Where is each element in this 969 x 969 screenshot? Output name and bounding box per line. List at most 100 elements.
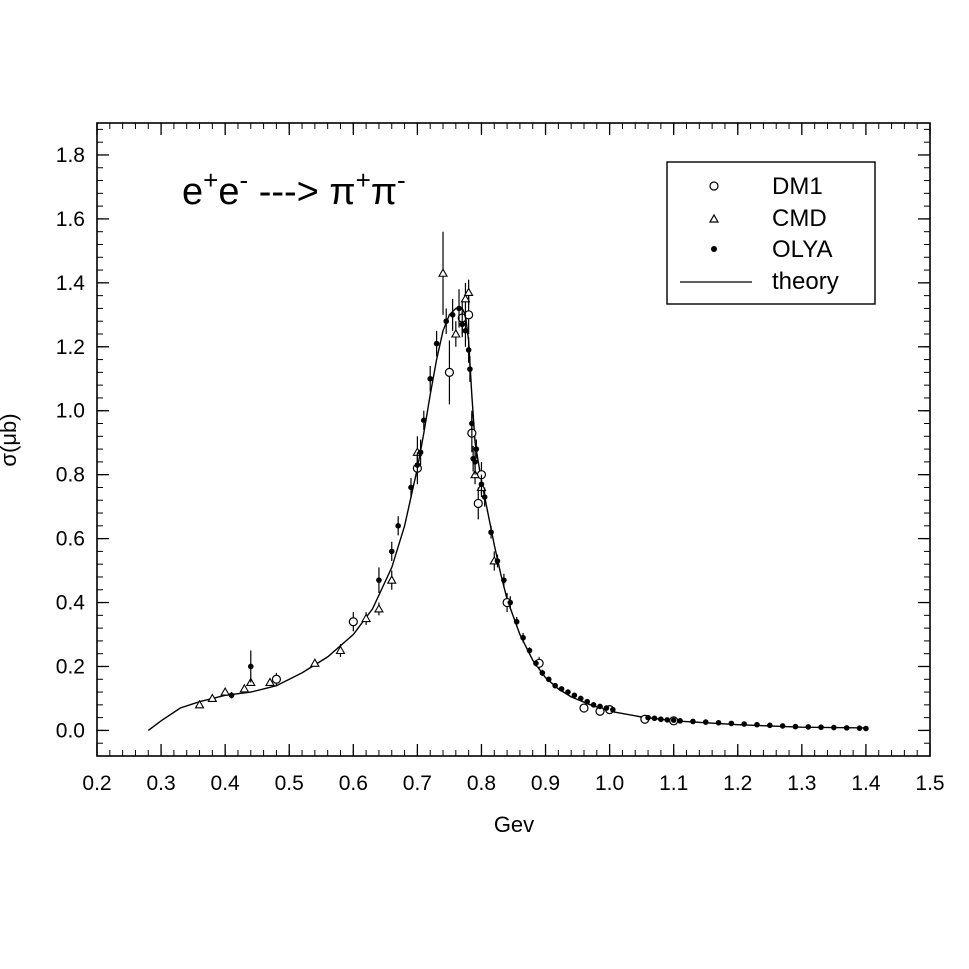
olya-marker [427, 375, 434, 382]
data-points [194, 231, 869, 732]
olya-point [376, 567, 382, 593]
olya-point [610, 706, 616, 713]
y-tick-label: 0.4 [56, 592, 86, 615]
olya-marker [526, 647, 533, 654]
olya-marker [728, 720, 735, 727]
legend-marker-dm1 [709, 181, 719, 191]
dm1-point [579, 703, 589, 713]
title-sup2: - [239, 165, 248, 195]
olya-point [513, 616, 520, 627]
cmd-marker [438, 268, 448, 277]
legend-box [666, 161, 876, 305]
olya-point [449, 298, 456, 331]
olya-marker [520, 634, 526, 641]
olya-point [494, 554, 501, 568]
olya-marker [414, 462, 421, 468]
olya-point [408, 477, 414, 498]
title-e2: e [218, 171, 239, 213]
x-tick-label: 0.5 [275, 772, 304, 795]
olya-marker [420, 417, 427, 424]
cmd-marker [194, 699, 205, 709]
dm1-marker [271, 674, 282, 684]
cmd-point [194, 699, 205, 709]
olya-marker [247, 663, 254, 670]
chart-title: e+e- ---> π+π- [182, 165, 406, 213]
olya-marker [469, 420, 475, 427]
legend-marker-cmd [708, 213, 720, 223]
olya-marker [501, 577, 507, 583]
y-axis-title: σ(μb) [0, 413, 21, 466]
olya-point [456, 289, 462, 328]
y-tick-label: 0.2 [56, 655, 85, 678]
olya-point [590, 702, 597, 708]
olya-point [417, 439, 424, 466]
theory-series [147, 307, 866, 731]
y-tick-label: 0.6 [56, 528, 85, 551]
olya-marker [818, 724, 824, 731]
olya-point [577, 695, 584, 702]
legend-label-olya: OLYA [772, 236, 832, 263]
x-axis: 0.2 0.3 0.4 0.5 0.6 0.7 0.8 0.9 1.0 1.1 1.2 1.3 1.4 1… [82, 123, 945, 795]
olya-marker [664, 717, 671, 723]
olya-marker [395, 523, 401, 529]
cmd-marker [265, 677, 275, 687]
cmd-marker [207, 693, 218, 703]
olya-point [478, 474, 485, 494]
olya-marker [805, 724, 812, 730]
x-tick-label: 0.4 [211, 772, 241, 795]
cmd-point [463, 279, 474, 306]
plot-frame [96, 122, 931, 757]
title-e1: e [182, 171, 203, 213]
cmd-point [460, 282, 471, 315]
olya-point [645, 714, 651, 721]
title-sup4: - [397, 165, 406, 195]
cmd-point [220, 686, 231, 696]
dm1-marker [579, 703, 589, 713]
olya-point [395, 516, 401, 536]
olya-point [473, 439, 480, 459]
olya-point [247, 650, 254, 683]
olya-marker [449, 312, 456, 318]
olya-marker [552, 682, 558, 689]
olya-marker [677, 718, 683, 724]
olya-point [741, 721, 747, 727]
olya-point [779, 723, 786, 729]
olya-point [488, 525, 494, 539]
y-tick-label: 1.6 [56, 208, 85, 231]
olya-marker [831, 724, 837, 731]
olya-marker [478, 481, 485, 488]
olya-point [526, 647, 533, 654]
olya-marker [462, 328, 469, 334]
cmd-point [265, 677, 275, 687]
x-tick-label: 0.8 [467, 772, 496, 795]
olya-marker [658, 716, 664, 723]
olya-marker [545, 676, 552, 683]
olya-marker [513, 618, 520, 625]
olya-point [467, 356, 473, 382]
olya-marker [488, 529, 494, 536]
olya-point [565, 689, 571, 695]
olya-marker [577, 695, 584, 702]
olya-marker [856, 725, 863, 731]
x-tick-label: 0.6 [339, 772, 368, 795]
olya-marker [228, 692, 235, 699]
y-tick-label: 1.8 [56, 144, 85, 167]
olya-point [597, 703, 603, 710]
olya-point [856, 725, 863, 731]
x-tick-label: 0.2 [82, 772, 111, 795]
title-arrow: ---> [248, 171, 329, 213]
olya-marker [465, 347, 472, 353]
y-tick-label: 1.0 [56, 400, 85, 423]
cmd-marker [309, 658, 320, 667]
olya-marker [459, 321, 466, 328]
olya-point [420, 410, 427, 430]
olya-marker [507, 599, 514, 606]
cmd-marker [361, 613, 372, 623]
olya-point [584, 698, 590, 705]
olya-point [767, 722, 773, 729]
legend-label-dm1: DM1 [772, 173, 823, 200]
cmd-marker [450, 328, 461, 338]
y-tick-label: 0.8 [56, 464, 85, 487]
olya-marker [456, 305, 462, 312]
olya-marker [690, 718, 696, 725]
